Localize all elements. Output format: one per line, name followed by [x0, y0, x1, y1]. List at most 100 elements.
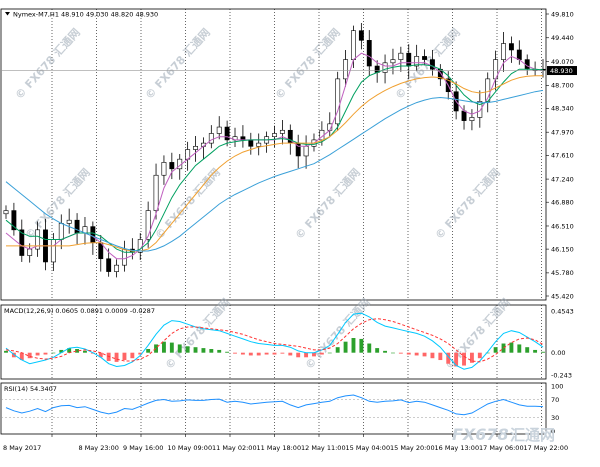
rsi-line — [5, 394, 544, 416]
macd-histogram-bar — [446, 352, 451, 364]
candle-body — [114, 264, 119, 272]
y-tick-label: 45.420 — [551, 292, 574, 300]
macd-histogram-bar — [312, 352, 316, 357]
candle-body — [27, 248, 33, 256]
rsi-panel-frame — [0, 382, 547, 435]
x-tick-label: 16 May 13:00 — [435, 444, 480, 452]
macd-histogram-bar — [264, 352, 269, 355]
x-tick-label: 9 May 16:00 — [123, 444, 163, 452]
macd-histogram-bar — [169, 342, 174, 353]
x-tick-label: 17 May 06:00 — [479, 444, 524, 452]
macd-histogram-bar — [280, 352, 285, 354]
macd-histogram-bar — [462, 352, 466, 366]
macd-histogram-bar — [256, 352, 261, 356]
candle-body — [366, 40, 372, 67]
candle-body — [106, 258, 112, 272]
rsi-y-tick-label: 100 — [551, 382, 563, 390]
macd-histogram-bar — [406, 352, 411, 355]
rsi-label: RSI(14) 54.3407 — [4, 385, 57, 393]
brand-logo: FX678 汇通网 — [452, 425, 555, 444]
macd-histogram-bar — [541, 351, 545, 353]
y-tick-label: 45.780 — [551, 269, 574, 277]
macd-histogram-bar — [98, 352, 103, 358]
macd-histogram-bar — [351, 338, 356, 353]
candle-body — [406, 52, 412, 67]
macd-histogram-bar — [146, 349, 151, 353]
y-tick-label: 49.810 — [551, 10, 574, 18]
candle-body — [19, 229, 25, 256]
candle-body — [50, 239, 56, 263]
macd-histogram-bar — [343, 341, 348, 353]
macd-histogram-bar — [438, 352, 443, 361]
macd-histogram-bar — [209, 349, 214, 353]
macd-histogram-bar — [114, 352, 119, 362]
macd-histogram-bar — [59, 349, 64, 353]
macd-histogram-bar — [130, 352, 135, 359]
macd-histogram-bar — [509, 342, 514, 353]
candle-body — [477, 101, 483, 118]
macd-line — [5, 312, 544, 370]
candle-body — [161, 162, 167, 176]
y-tick-label: 47.240 — [551, 175, 574, 183]
x-tick-label: 17 May 22:00 — [524, 444, 569, 452]
candle-body — [35, 229, 41, 250]
y-tick-label: 47.610 — [551, 152, 574, 160]
macd-histogram-bar — [217, 349, 222, 353]
macd-histogram-bar — [430, 352, 435, 359]
macd-y-tick-label: 0.4543 — [551, 307, 574, 315]
macd-histogram-bar — [19, 352, 24, 361]
rsi-y-tick-label: 0 — [551, 427, 555, 435]
macd-histogram-bar — [383, 350, 388, 353]
macd-histogram-bar — [185, 346, 190, 353]
macd-histogram-bar — [35, 352, 40, 356]
ma-line-1 — [5, 52, 544, 260]
candle-body — [208, 133, 214, 144]
macd-panel-frame — [0, 304, 547, 380]
brand-logo-cn: 汇通网 — [510, 426, 555, 444]
macd-histogram-bar — [248, 352, 253, 356]
candle-body — [58, 223, 64, 240]
macd-histogram-bar — [319, 352, 324, 355]
candle-body — [169, 162, 175, 170]
macd-histogram-bar — [288, 352, 293, 356]
candle-body — [3, 210, 9, 215]
header: Nymex-M7,H1 48.910 49.030 48.820 48.930 — [5, 11, 158, 19]
main-panel-frame — [0, 8, 547, 301]
macd-y-tick-label: 0.00 — [551, 349, 565, 357]
y-tick-label: 48.700 — [551, 82, 574, 90]
price-plot — [1, 22, 546, 278]
macd-histogram-bar — [233, 352, 237, 354]
macd-histogram-bar — [398, 352, 403, 354]
macd-histogram-bar — [161, 341, 166, 353]
x-tick-label: 11 May 18:00 — [257, 444, 302, 452]
macd-histogram-bar — [335, 347, 340, 353]
rsi-y-tick-label: 70 — [551, 396, 559, 404]
x-tick-label: 8 May 23:00 — [79, 444, 119, 452]
dropdown-triangle-icon[interactable] — [5, 12, 10, 16]
symbol-header: Nymex-M7,H1 48.910 49.030 48.820 48.930 — [13, 11, 158, 19]
axes: 8 May 2017 8 May 23:00 9 May 16:00 10 May 0… — [3, 10, 577, 452]
candle-body — [422, 56, 427, 60]
candle-body — [351, 30, 356, 60]
candle-body — [516, 49, 522, 60]
candle-body — [303, 146, 309, 157]
macd-histogram-bar — [501, 343, 506, 353]
macd-histogram-bar — [193, 347, 198, 353]
x-tick-label: 12 May 11:00 — [301, 444, 346, 452]
candle-body — [11, 210, 17, 231]
macd-histogram-bar — [485, 352, 490, 354]
candle-body — [122, 248, 127, 266]
candle-body — [398, 52, 404, 60]
macd-histogram-bar — [138, 352, 143, 355]
candle-body — [145, 210, 151, 240]
candle-body — [414, 56, 420, 67]
candle-body — [279, 129, 285, 134]
x-tick-label: 15 May 20:00 — [390, 444, 435, 452]
macd-histogram-bar — [51, 352, 56, 354]
brand-logo-text: FX678 — [452, 425, 509, 444]
candle-body — [153, 174, 159, 211]
candle-body — [66, 219, 72, 224]
macd-histogram-bar — [43, 352, 48, 355]
y-tick-label: 46.880 — [551, 199, 574, 207]
